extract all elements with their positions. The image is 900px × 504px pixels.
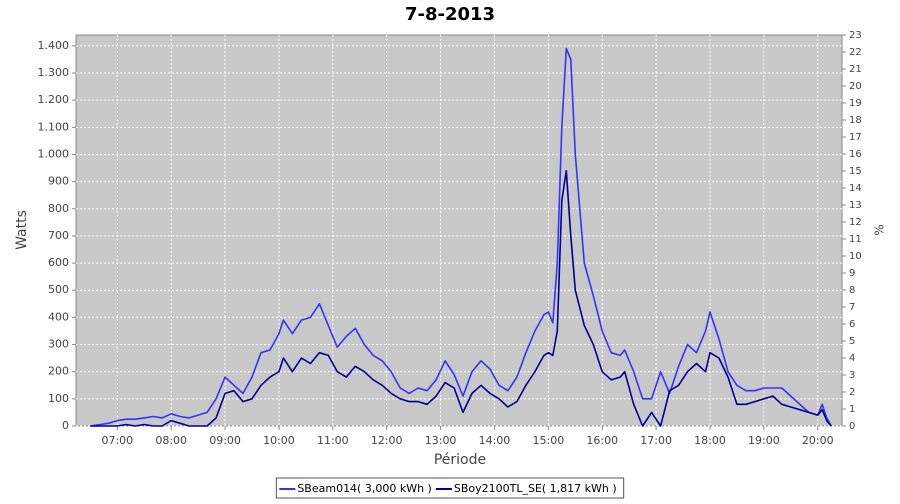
- y2-tick-label: 20: [849, 81, 862, 92]
- x-tick-label: 09:00: [209, 434, 241, 447]
- y-tick-label: 1.200: [38, 93, 70, 106]
- x-tick-label: 11:00: [317, 434, 349, 447]
- x-tick-label: 07:00: [101, 434, 133, 447]
- y2-tick-label: 0: [849, 421, 855, 432]
- y-tick-label: 200: [48, 365, 69, 378]
- y2-tick-label: 2: [849, 387, 855, 398]
- y2-tick-label: 13: [849, 200, 862, 211]
- x-tick-label: 15:00: [533, 434, 565, 447]
- x-axis-label: Période: [434, 452, 486, 468]
- x-tick-label: 17:00: [640, 434, 672, 447]
- y2-tick-label: 3: [849, 370, 855, 381]
- y2-tick-label: 19: [849, 98, 862, 109]
- y2-tick-label: 21: [849, 64, 862, 75]
- y2-tick-label: 14: [849, 183, 862, 194]
- y-tick-label: 700: [48, 229, 69, 242]
- x-tick-label: 16:00: [586, 434, 618, 447]
- y2-tick-label: 17: [849, 132, 862, 143]
- x-tick-label: 14:00: [479, 434, 511, 447]
- y2-tick-label: 8: [849, 285, 855, 296]
- y2-tick-label: 1: [849, 404, 855, 415]
- y-tick-label: 600: [48, 256, 69, 269]
- plot-area: [75, 34, 843, 427]
- y2-tick-label: 23: [849, 30, 862, 41]
- legend-label: SBeam014( 3,000 kWh ): [297, 482, 432, 495]
- y-tick-label: 1.000: [38, 147, 70, 160]
- x-tick-label: 18:00: [694, 434, 726, 447]
- y-tick-label: 100: [48, 392, 69, 405]
- y2-tick-label: 22: [849, 47, 862, 58]
- y-tick-label: 0: [62, 419, 69, 432]
- y2-tick-label: 12: [849, 217, 862, 228]
- y2-tick-label: 4: [849, 353, 855, 364]
- y-tick-label: 1.300: [38, 66, 70, 79]
- x-tick-label: 20:00: [802, 434, 834, 447]
- y-tick-label: 500: [48, 283, 69, 296]
- y-tick-label: 1.100: [38, 120, 70, 133]
- y2-tick-label: 11: [849, 234, 862, 245]
- chart-title: 7-8-2013: [405, 4, 495, 25]
- y2-tick-label: 10: [849, 251, 862, 262]
- y2-tick-label: 15: [849, 166, 862, 177]
- x-tick-label: 19:00: [748, 434, 780, 447]
- y2-tick-label: 5: [849, 336, 855, 347]
- y2-tick-label: 18: [849, 115, 862, 126]
- y2-tick-label: 16: [849, 149, 862, 160]
- x-tick-label: 12:00: [371, 434, 403, 447]
- series-line: [90, 170, 832, 427]
- x-tick-label: 10:00: [263, 434, 295, 447]
- y-tick-label: 900: [48, 175, 69, 188]
- y2-tick-label: 7: [849, 302, 855, 313]
- y-tick-label: 800: [48, 202, 69, 215]
- y-tick-label: 300: [48, 338, 69, 351]
- x-tick-label: 08:00: [155, 434, 187, 447]
- y2-axis-label: %: [873, 224, 887, 235]
- y-axis-label: Watts: [14, 210, 30, 250]
- legend-label: SBoy2100TL_SE( 1,817 kWh ): [454, 482, 617, 495]
- series-line: [90, 47, 832, 427]
- y2-tick-label: 6: [849, 319, 855, 330]
- y-tick-label: 400: [48, 310, 69, 323]
- y2-tick-label: 9: [849, 268, 855, 279]
- y-tick-label: 1.400: [38, 39, 70, 52]
- x-tick-label: 13:00: [425, 434, 457, 447]
